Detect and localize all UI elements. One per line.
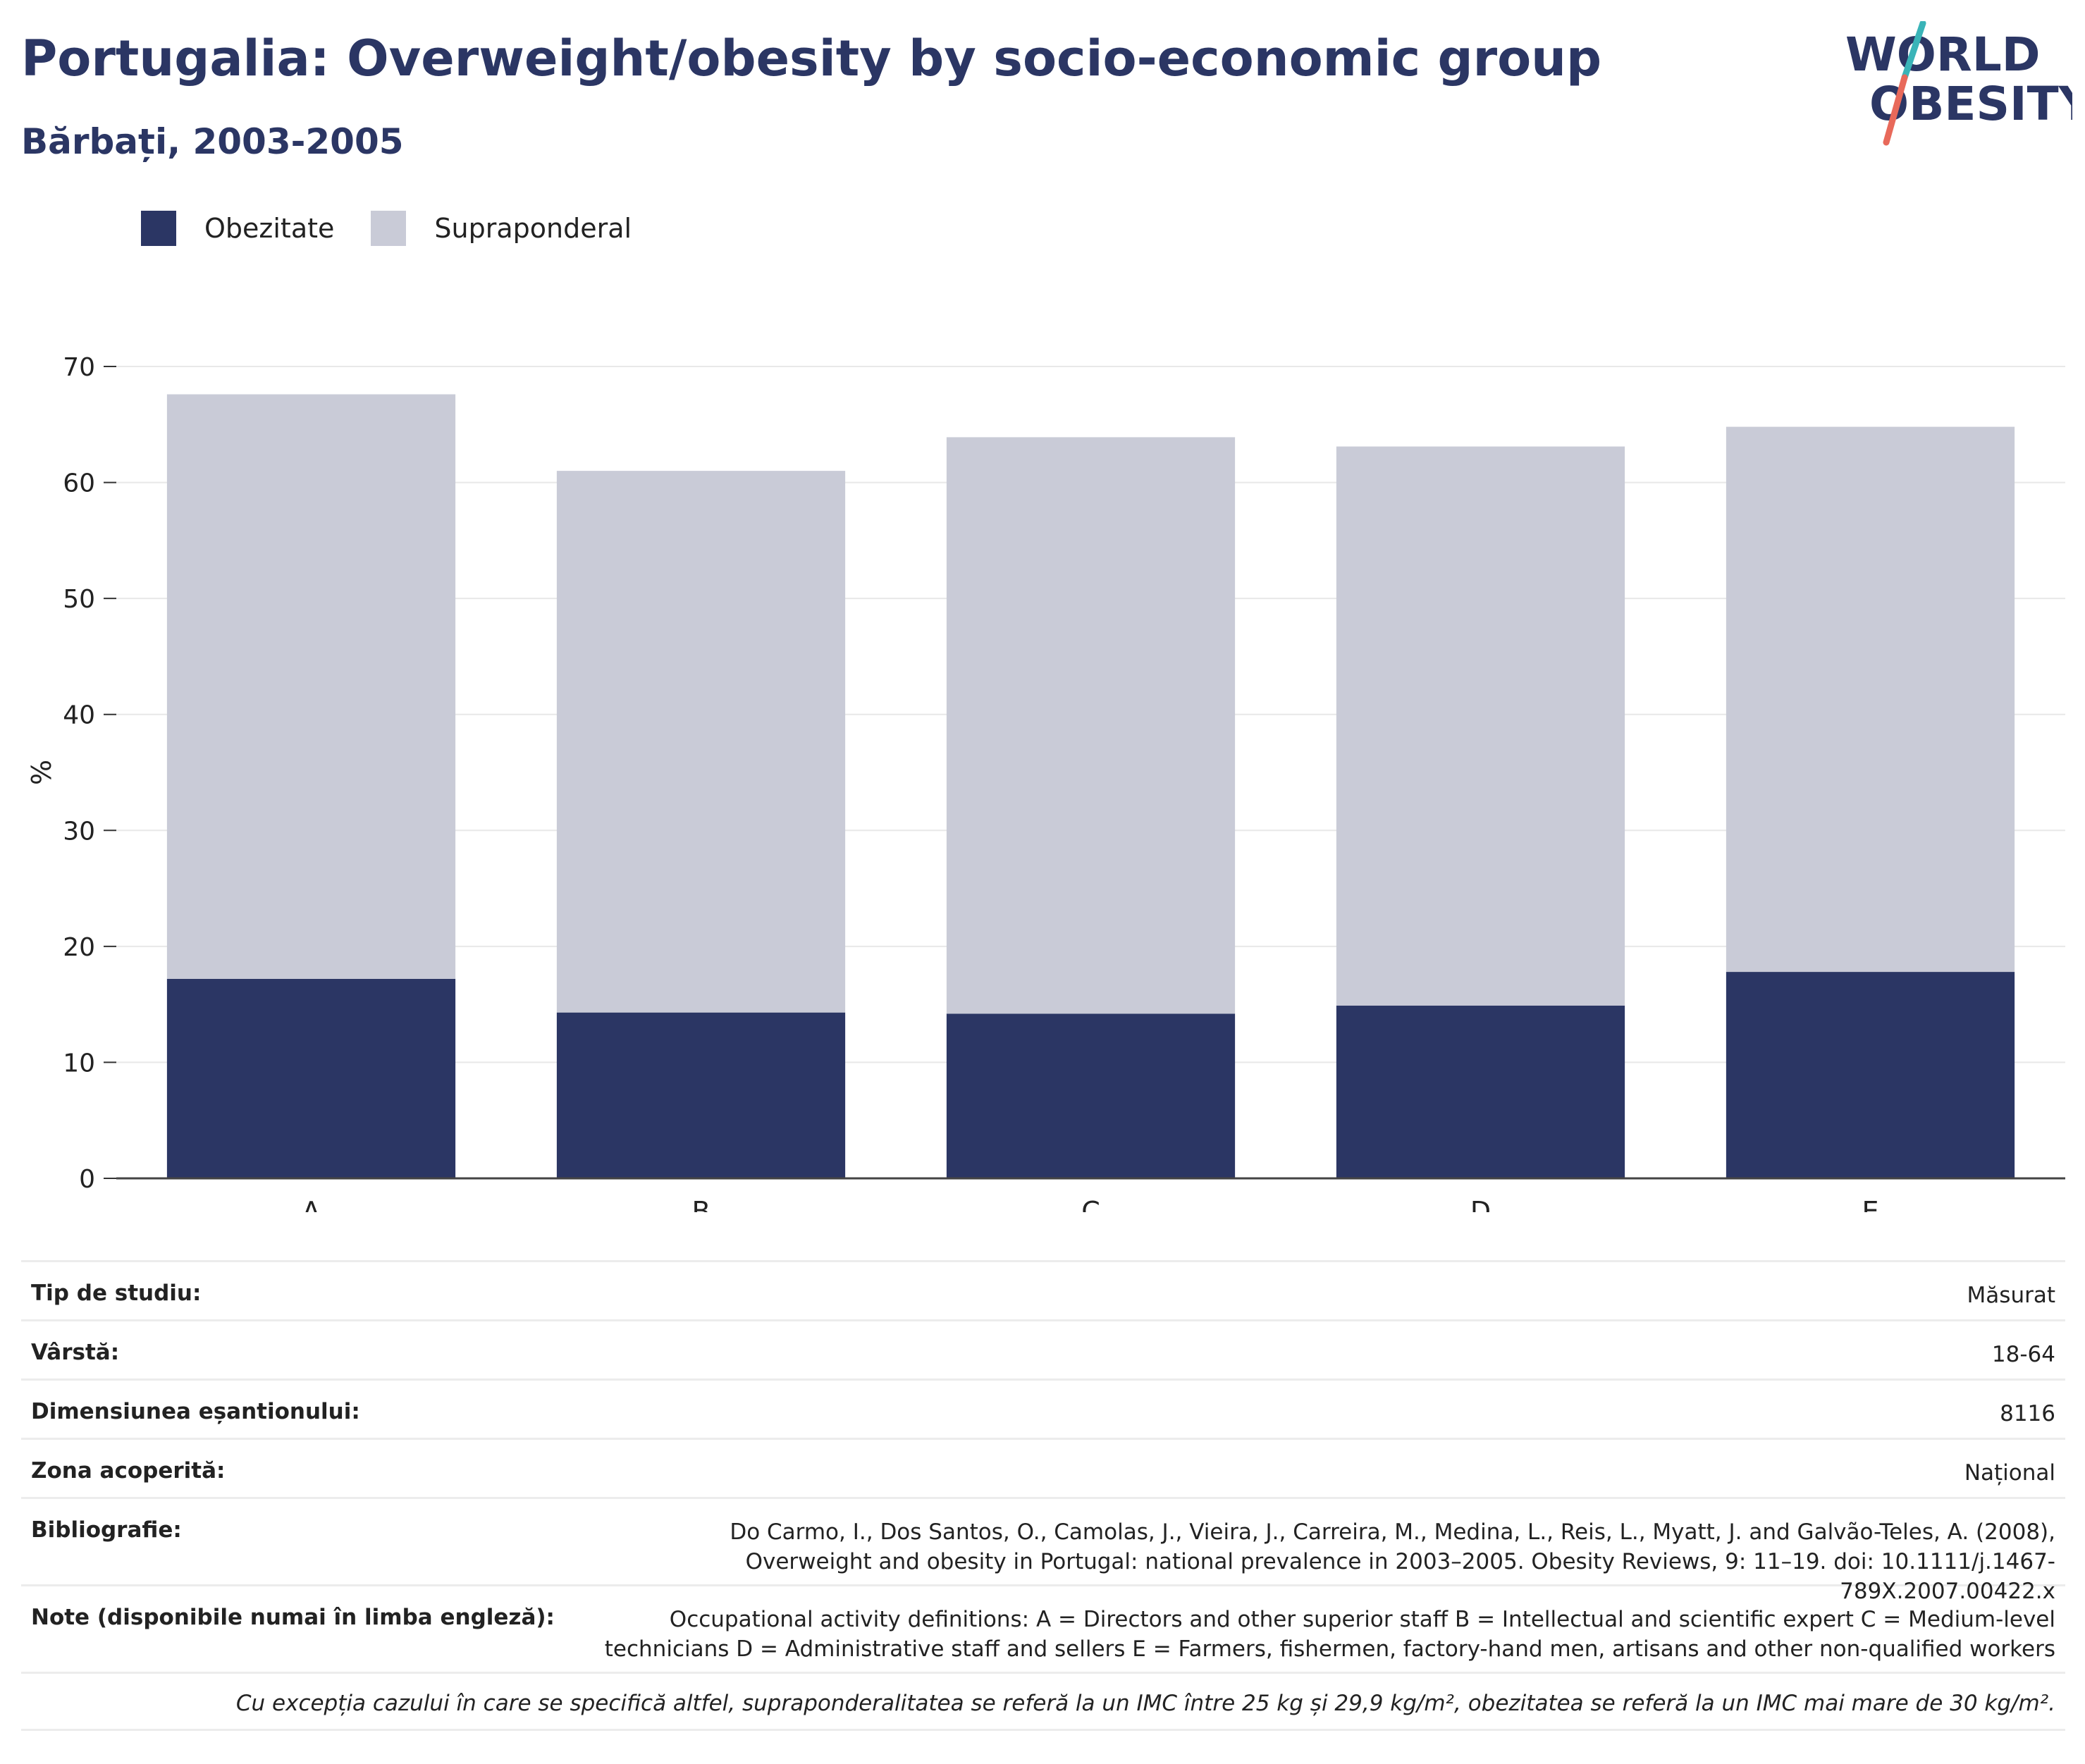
page-title: Portugalia: Overweight/obesity by socio-… xyxy=(21,30,1602,87)
y-axis-label: % xyxy=(26,760,57,785)
definition-footnote: Cu excepția cazului în care se specifică… xyxy=(21,1672,2065,1731)
y-tick-label: 30 xyxy=(63,817,95,846)
legend-label-overweight: Supraponderal xyxy=(434,213,632,244)
x-tick-label: B xyxy=(691,1196,710,1212)
info-value: Național xyxy=(1964,1460,2055,1486)
info-row-study-type: Tip de studiu: Măsurat xyxy=(21,1260,2065,1319)
legend-swatch-obesity xyxy=(141,211,176,246)
logo-slash-teal xyxy=(1901,21,1926,81)
chart-legend: Obezitate Supraponderal xyxy=(141,210,668,247)
x-tick-label: A xyxy=(302,1196,321,1212)
y-tick-label: 60 xyxy=(63,469,95,498)
info-row-age: Vârstă: 18-64 xyxy=(21,1319,2065,1378)
info-label: Vârstă: xyxy=(31,1340,120,1365)
bar-overweight-e xyxy=(1726,426,2015,973)
bar-obesity-d xyxy=(1336,1005,1625,1178)
bar-overweight-c xyxy=(946,437,1236,1014)
legend-label-obesity: Obezitate xyxy=(204,213,335,244)
info-value: Măsurat xyxy=(1967,1283,2055,1308)
bar-obesity-a xyxy=(166,978,456,1178)
x-tick-label: E xyxy=(1862,1196,1878,1212)
info-label: Note (disponibile numai în limba engleză… xyxy=(31,1605,555,1630)
y-tick-label: 70 xyxy=(63,353,95,382)
info-label: Tip de studiu: xyxy=(31,1281,202,1306)
info-value: Occupational activity definitions: A = D… xyxy=(604,1607,2055,1662)
info-row-notes: Note (disponibile numai în limba engleză… xyxy=(21,1584,2065,1672)
info-row-area: Zona acoperită: Național xyxy=(21,1438,2065,1497)
bar-obesity-e xyxy=(1726,972,2015,1178)
legend-swatch-overweight xyxy=(371,211,407,246)
y-tick-label: 50 xyxy=(63,585,95,614)
x-tick-label: D xyxy=(1470,1196,1491,1212)
info-label: Bibliografie: xyxy=(31,1517,182,1543)
info-value: 8116 xyxy=(2000,1401,2055,1426)
info-row-sample-size: Dimensiunea eșantionului: 8116 xyxy=(21,1378,2065,1438)
y-tick-label: 40 xyxy=(63,701,95,730)
logo-slash-coral xyxy=(1883,74,1908,146)
y-tick-label: 0 xyxy=(79,1165,95,1194)
info-value: Do Carmo, I., Dos Santos, O., Camolas, J… xyxy=(730,1519,2055,1604)
stacked-bar-chart: 0 10 20 30 40 50 60 70% A B C D E xyxy=(26,353,2065,1212)
x-tick-label: C xyxy=(1081,1196,1100,1212)
info-value: 18-64 xyxy=(1991,1342,2055,1367)
bar-overweight-d xyxy=(1336,446,1625,1006)
bar-overweight-a xyxy=(166,394,456,979)
logo-text-world: WORLD xyxy=(1845,27,2041,82)
info-label: Dimensiunea eșantionului: xyxy=(31,1399,360,1424)
info-label: Zona acoperită: xyxy=(31,1458,226,1484)
world-obesity-logo: WORLD OBESITY xyxy=(1845,21,2072,146)
legend-item-overweight[interactable]: Supraponderal xyxy=(371,211,632,246)
bar-overweight-b xyxy=(556,471,846,1013)
bar-obesity-b xyxy=(556,1012,846,1178)
page-subtitle: Bărbați, 2003-2005 xyxy=(21,121,404,162)
y-tick-label: 10 xyxy=(63,1049,95,1078)
y-tick-label: 20 xyxy=(63,933,95,962)
legend-item-obesity[interactable]: Obezitate xyxy=(141,211,334,246)
study-info-table: Tip de studiu: Măsurat Vârstă: 18-64 Dim… xyxy=(21,1260,2065,1731)
info-row-bibliography: Bibliografie: Do Carmo, I., Dos Santos, … xyxy=(21,1497,2065,1604)
bar-obesity-c xyxy=(946,1013,1236,1178)
